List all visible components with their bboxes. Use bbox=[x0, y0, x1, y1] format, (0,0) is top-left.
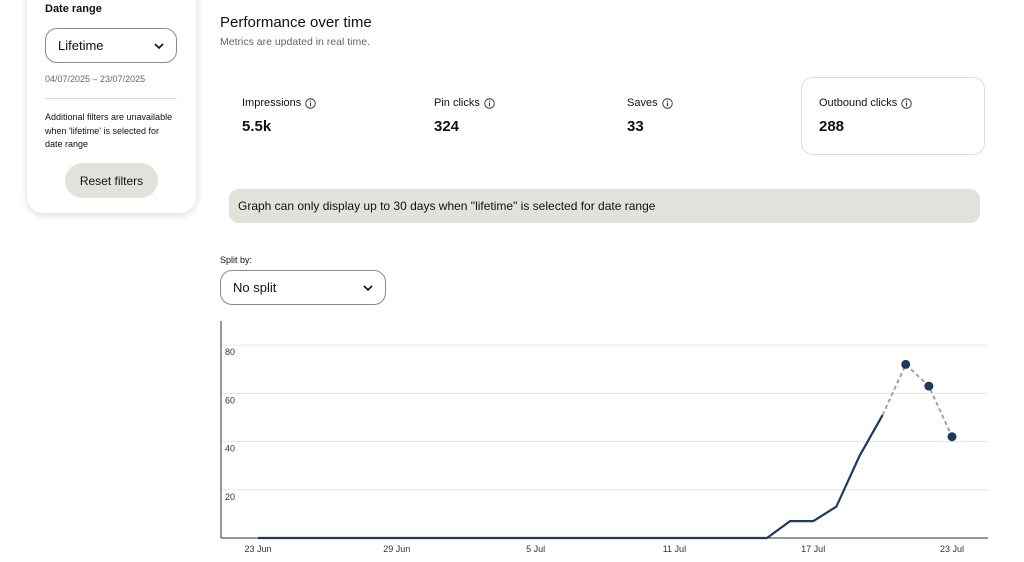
x-tick-label: 5 Jul bbox=[526, 544, 545, 554]
metric-label: Pin clicks bbox=[434, 97, 495, 109]
x-tick-label: 17 Jul bbox=[801, 544, 825, 554]
metric-value: 288 bbox=[819, 118, 845, 135]
split-select-value: No split bbox=[233, 280, 277, 295]
x-tick-label: 11 Jul bbox=[663, 544, 686, 554]
page-title: Performance over time bbox=[220, 14, 372, 31]
metric-label: Saves bbox=[627, 97, 673, 109]
info-icon[interactable] bbox=[484, 97, 495, 109]
chart: 20 40 60 80 23 Jun 29 Jun 5 Jul 11 Jul 17 Jul 23 … bbox=[220, 321, 988, 554]
date-select[interactable]: Lifetime bbox=[45, 28, 177, 63]
info-icon[interactable] bbox=[901, 97, 912, 109]
x-tick-label: 23 Jul bbox=[940, 544, 964, 554]
x-tick-label: 29 Jun bbox=[383, 544, 410, 554]
x-tick-label: 23 Jun bbox=[244, 544, 271, 554]
info-icon[interactable] bbox=[305, 97, 317, 109]
page-subtitle: Metrics are updated in real time. bbox=[220, 36, 370, 48]
point bbox=[901, 359, 911, 369]
chevron bbox=[154, 42, 164, 49]
metric-label-text: Saves bbox=[627, 97, 658, 109]
info-icon[interactable] bbox=[661, 97, 673, 109]
line bbox=[258, 414, 884, 540]
split-label: Split by: bbox=[220, 255, 253, 265]
y-tick-label: 20 bbox=[225, 492, 235, 502]
split-select[interactable]: No split bbox=[220, 270, 386, 305]
metric-value: 324 bbox=[434, 118, 460, 135]
date-span: 04/07/2025 – 23/07/2025 bbox=[45, 74, 146, 84]
metric-label-text: Outbound clicks bbox=[819, 97, 898, 109]
metric-label: Outbound clicks bbox=[819, 97, 912, 109]
metric-label-text: Pin clicks bbox=[434, 97, 480, 109]
dashed-line bbox=[881, 362, 953, 438]
info-banner: Graph can only display up to 30 days whe… bbox=[229, 189, 980, 223]
reset-button[interactable]: Reset filters bbox=[65, 163, 158, 198]
point bbox=[947, 432, 957, 442]
date-range-label: Date range bbox=[45, 3, 102, 15]
divider bbox=[45, 98, 177, 99]
metric-value: 5.5k bbox=[242, 118, 272, 135]
date-select-value: Lifetime bbox=[58, 38, 104, 53]
filter-note: Additional filters are unavailable when … bbox=[45, 112, 173, 149]
y-tick-label: 60 bbox=[225, 395, 235, 405]
y-tick-label: 80 bbox=[225, 347, 235, 357]
y-tick-label: 40 bbox=[225, 444, 235, 454]
chevron bbox=[363, 284, 373, 291]
metric-value: 33 bbox=[627, 118, 644, 135]
metric-label: Impressions bbox=[242, 97, 317, 109]
metric-label-text: Impressions bbox=[242, 97, 302, 109]
metric-card-selected[interactable] bbox=[801, 77, 985, 155]
point bbox=[924, 381, 934, 391]
